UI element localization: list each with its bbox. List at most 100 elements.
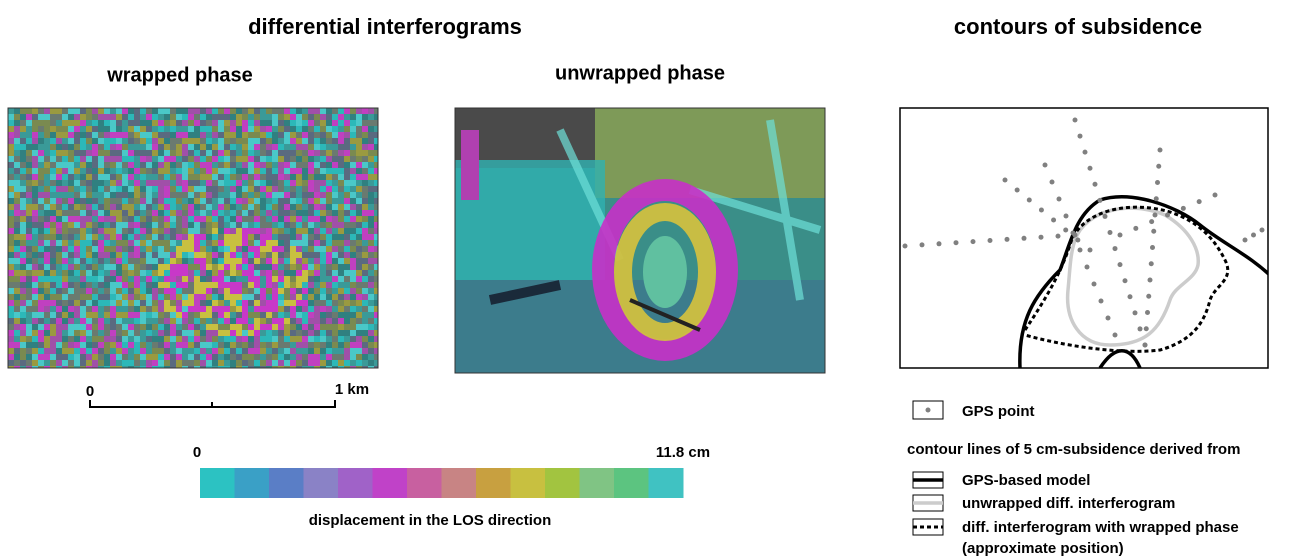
- gps-point: [1155, 180, 1160, 185]
- wrapped-image: [8, 108, 380, 372]
- gps-point: [1003, 178, 1008, 183]
- gps-point: [1085, 265, 1090, 270]
- gps-point: [1156, 164, 1161, 169]
- colorbar-segment: [269, 468, 304, 498]
- gps-point: [1260, 228, 1265, 233]
- gps-point: [1108, 230, 1113, 235]
- gps-point: [1098, 198, 1103, 203]
- colorbar-segment: [200, 468, 235, 498]
- colorbar-segment: [511, 468, 546, 498]
- colorbar-max: 11.8 cm: [656, 444, 710, 461]
- gps-point: [1113, 333, 1118, 338]
- legend-heading: contour lines of 5 cm-subsidence derived…: [907, 441, 1240, 458]
- colorbar-segment: [235, 468, 270, 498]
- gps-point: [988, 238, 993, 243]
- gps-point: [1151, 229, 1156, 234]
- gps-point: [1088, 248, 1093, 253]
- legend-text: GPS-based model: [962, 472, 1090, 489]
- gps-point: [1063, 228, 1068, 233]
- scale-bar: [90, 400, 335, 407]
- gps-point: [920, 242, 925, 247]
- gps-point: [1027, 198, 1032, 203]
- legend-text: unwrapped diff. interferogram: [962, 495, 1175, 512]
- legend-text: diff. interferogram with wrapped phase: [962, 519, 1239, 536]
- gps-point: [1113, 246, 1118, 251]
- gps-point: [903, 244, 908, 249]
- right-title: contours of subsidence: [954, 14, 1202, 39]
- gps-point: [1133, 310, 1138, 315]
- gps-point: [1128, 294, 1133, 299]
- gps-point: [1064, 214, 1069, 219]
- unwrapped-image: [455, 108, 825, 373]
- gps-point: [1154, 196, 1159, 201]
- gps-point: [1149, 261, 1154, 266]
- colorbar-segment: [649, 468, 684, 498]
- gps-point: [1015, 188, 1020, 193]
- gps-point: [1123, 278, 1128, 283]
- colorbar-segment: [476, 468, 511, 498]
- figure: differential interferograms contours of …: [0, 0, 1310, 560]
- gps-point: [1138, 326, 1143, 331]
- gps-point: [1145, 310, 1150, 315]
- colorbar-segment: [614, 468, 649, 498]
- gps-point: [1088, 166, 1093, 171]
- gps-point: [1181, 206, 1186, 211]
- left-title: differential interferograms: [248, 14, 522, 39]
- legend-text: GPS point: [962, 403, 1035, 420]
- gps-point: [1158, 148, 1163, 153]
- gps-point: [1075, 238, 1080, 243]
- gps-point: [1103, 214, 1108, 219]
- gps-point: [1197, 199, 1202, 204]
- gps-point: [1213, 193, 1218, 198]
- colorbar-min: 0: [193, 444, 201, 461]
- panel-title: wrapped phase: [106, 64, 253, 86]
- map-frame: [900, 108, 1268, 368]
- gps-point: [1146, 294, 1151, 299]
- colorbar: [200, 468, 684, 498]
- gps-point: [1039, 208, 1044, 213]
- gps-point: [1078, 134, 1083, 139]
- colorbar-segment: [373, 468, 408, 498]
- gps-point: [1118, 233, 1123, 238]
- gps-point: [1039, 235, 1044, 240]
- gps-point: [1092, 282, 1097, 287]
- gps-point: [1043, 163, 1048, 168]
- gps-point: [937, 241, 942, 246]
- gps-point: [1073, 118, 1078, 123]
- gps-point: [1050, 180, 1055, 185]
- colorbar-segment: [304, 468, 339, 498]
- gps-point: [1118, 262, 1123, 267]
- gps-point: [1251, 233, 1256, 238]
- gps-point: [1057, 197, 1062, 202]
- colorbar-label: displacement in the LOS direction: [309, 512, 552, 529]
- gps-point: [1099, 299, 1104, 304]
- panel-title: unwrapped phase: [555, 62, 725, 84]
- colorbar-segment: [580, 468, 615, 498]
- colorbar-segment: [545, 468, 580, 498]
- colorbar-segment: [338, 468, 373, 498]
- gps-point: [1005, 237, 1010, 242]
- gps-point: [1133, 226, 1138, 231]
- gps-point: [1148, 278, 1153, 283]
- gps-point: [1153, 213, 1158, 218]
- gps-point: [1150, 245, 1155, 250]
- gps-point: [1165, 213, 1170, 218]
- gps-point: [1051, 218, 1056, 223]
- gps-point: [1083, 150, 1088, 155]
- gps-point: [1143, 343, 1148, 348]
- scale-label: 1 km: [335, 381, 369, 398]
- scale-label: 0: [86, 383, 94, 400]
- gps-point: [954, 240, 959, 245]
- gps-point: [1022, 236, 1027, 241]
- colorbar-segment: [407, 468, 442, 498]
- gps-point: [1056, 234, 1061, 239]
- gps-point: [1144, 326, 1149, 331]
- gps-point: [1093, 182, 1098, 187]
- legend-text: (approximate position): [962, 540, 1124, 557]
- gps-point: [1243, 238, 1248, 243]
- legend-icon: [926, 408, 931, 413]
- gps-point: [1149, 219, 1154, 224]
- colorbar-segment: [442, 468, 477, 498]
- gps-point: [1106, 316, 1111, 321]
- gps-point: [1071, 231, 1076, 236]
